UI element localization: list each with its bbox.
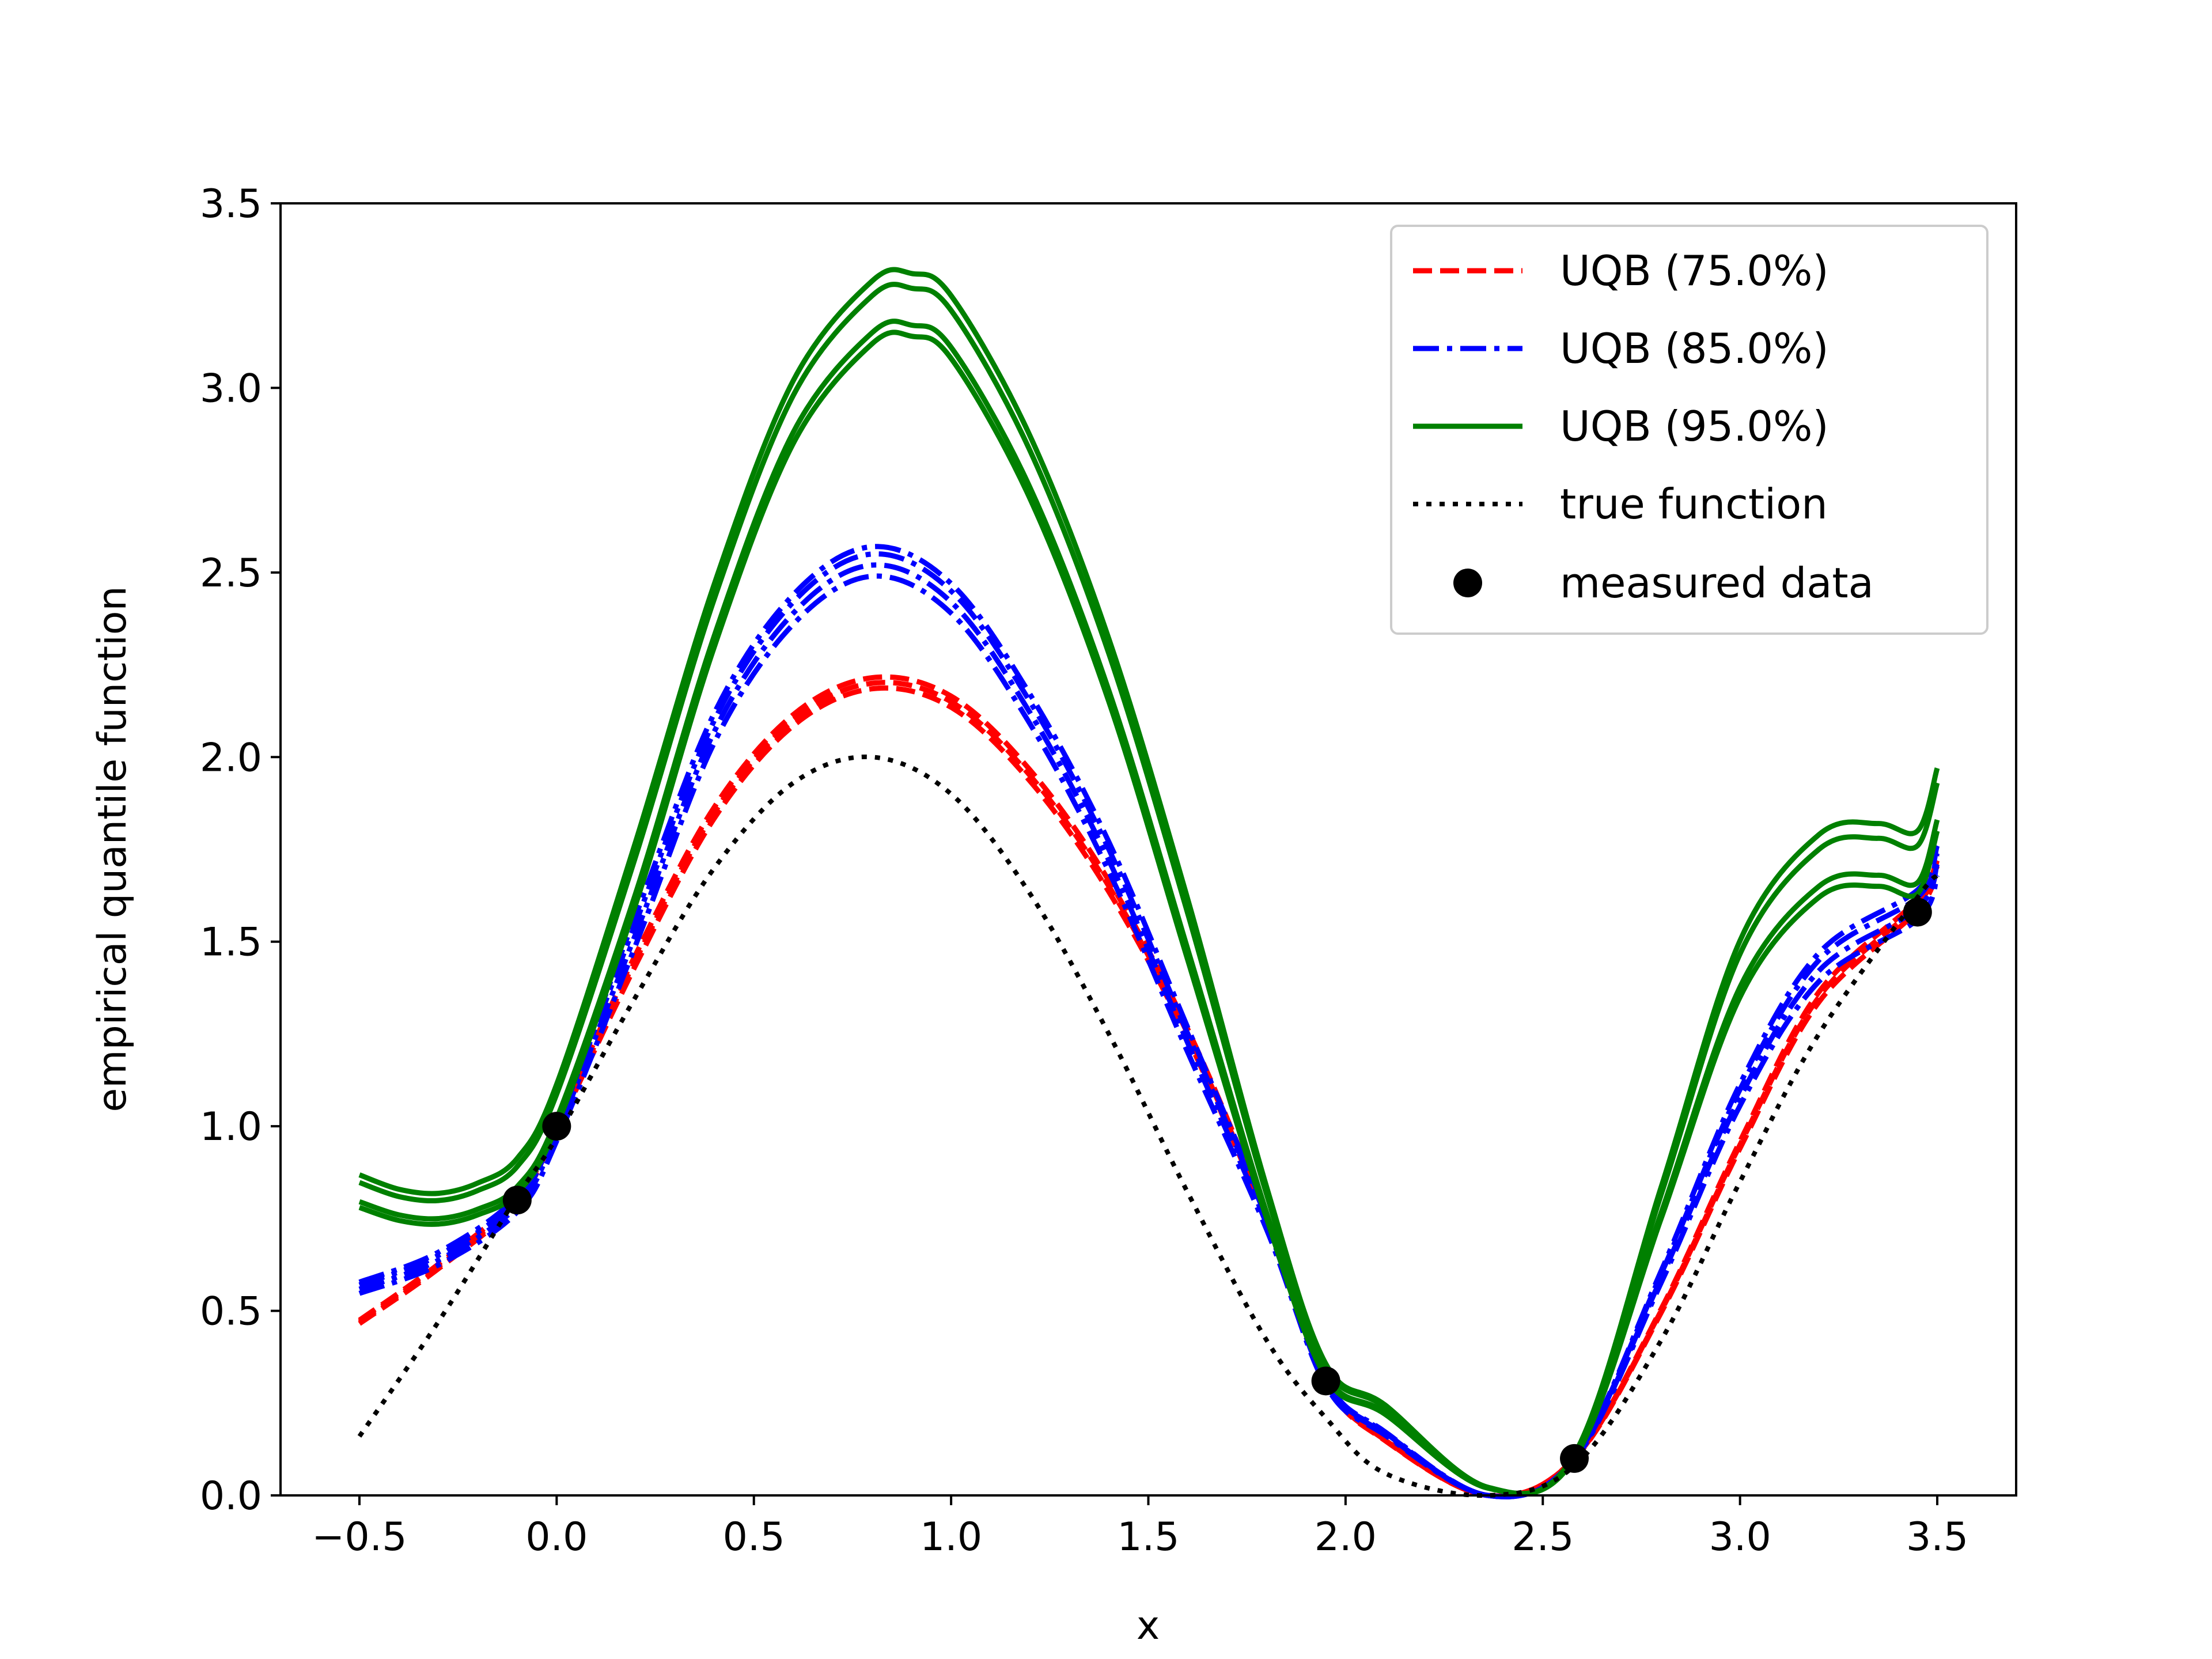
measured-data-point bbox=[542, 1112, 571, 1141]
measured-data-point bbox=[1903, 897, 1932, 927]
legend-label-85: UQB (85.0%) bbox=[1560, 324, 1829, 373]
y-tick-label: 2.5 bbox=[200, 551, 262, 596]
measured-data-point bbox=[502, 1185, 532, 1215]
series-line-uqb-75-0-2 bbox=[358, 685, 1940, 1499]
y-axis-label: empirical quantile function bbox=[90, 586, 135, 1112]
series-line-true-function-0 bbox=[357, 754, 1939, 1498]
legend-label-75: UQB (75.0%) bbox=[1560, 247, 1829, 295]
x-tick-label: 1.5 bbox=[1117, 1514, 1179, 1560]
x-tick-label: 0.5 bbox=[723, 1514, 785, 1560]
legend-box bbox=[1390, 225, 1988, 635]
series-line-uqb-95-0-3 bbox=[358, 267, 1940, 1497]
y-tick-label: 0.5 bbox=[200, 1289, 262, 1335]
y-tick-label: 0.0 bbox=[200, 1474, 262, 1519]
x-tick-label: 2.5 bbox=[1512, 1514, 1574, 1560]
measured-data-point bbox=[1560, 1444, 1589, 1473]
measured-data-points bbox=[502, 897, 1932, 1473]
legend-marker-measured bbox=[1453, 569, 1482, 597]
legend-label-true: true function bbox=[1560, 480, 1828, 528]
y-tick-label: 3.5 bbox=[200, 181, 262, 227]
series-line-uqb-95-0-2 bbox=[358, 282, 1940, 1497]
legend-label-measured: measured data bbox=[1560, 559, 1874, 607]
series-layer bbox=[357, 267, 1940, 1499]
measured-data-point bbox=[1311, 1366, 1340, 1396]
y-tick-label: 2.0 bbox=[200, 735, 262, 781]
x-tick-label: 0.0 bbox=[525, 1514, 588, 1560]
y-tick-label: 1.0 bbox=[200, 1104, 262, 1150]
y-tick-label: 1.5 bbox=[200, 920, 262, 965]
x-tick-label: 2.0 bbox=[1315, 1514, 1377, 1560]
x-tick-label: 3.0 bbox=[1709, 1514, 1771, 1560]
y-tick-label: 3.0 bbox=[200, 366, 262, 411]
series-line-uqb-95-0-1 bbox=[358, 319, 1940, 1497]
series-line-uqb-85-0-3 bbox=[358, 573, 1940, 1499]
series-line-uqb-85-0-2 bbox=[358, 562, 1940, 1499]
x-tick-label: −0.5 bbox=[312, 1514, 407, 1560]
x-tick-label: 3.5 bbox=[1906, 1514, 1968, 1560]
x-axis-label: x bbox=[1137, 1603, 1160, 1649]
legend: UQB (75.0%) UQB (85.0%) UQB (95.0%) true… bbox=[1390, 225, 1988, 635]
legend-label-95: UQB (95.0%) bbox=[1560, 402, 1829, 450]
y-axis-ticks: 0.0 0.5 1.0 1.5 2.0 2.5 3.0 3.5 bbox=[200, 181, 281, 1519]
x-tick-label: 1.0 bbox=[920, 1514, 982, 1560]
x-axis-ticks: −0.5 0.0 0.5 1.0 1.5 2.0 2.5 3.0 3.5 bbox=[312, 1495, 1968, 1560]
